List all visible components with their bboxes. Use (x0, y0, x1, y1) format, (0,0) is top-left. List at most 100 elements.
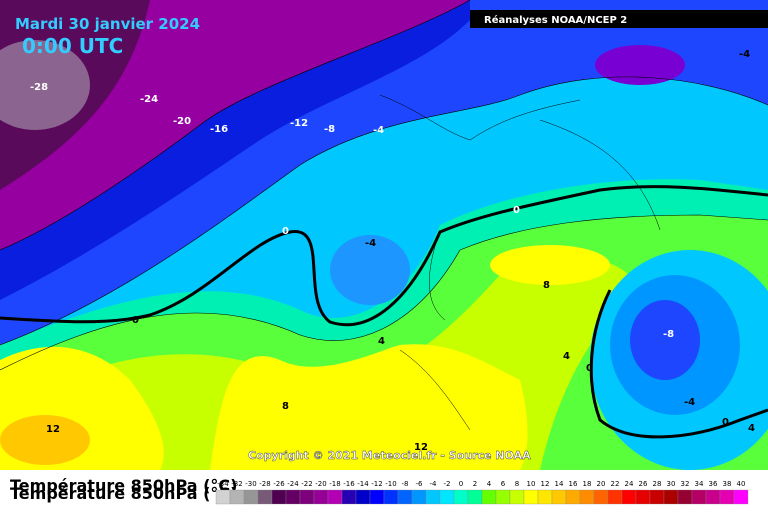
scale-label: 30 (667, 480, 676, 488)
copyright: Copyright © 2021 Meteociel.fr - Source N… (248, 449, 531, 462)
extreme-cold-core (0, 40, 90, 130)
scale-cell (229, 489, 245, 505)
scale-label: 38 (723, 480, 732, 488)
scale-label: 36 (709, 480, 718, 488)
scale-label: -24 (287, 480, 299, 488)
contour-label: -28 (30, 82, 48, 93)
contour-label: -20 (173, 116, 191, 127)
scale-label: 0 (459, 480, 463, 488)
scale-cell (481, 489, 497, 505)
isotherm (0, 214, 768, 371)
scale-label: -12 (371, 480, 382, 488)
scale-label: 10 (527, 480, 536, 488)
contour-label: 0 (132, 315, 139, 326)
scale-cell (565, 489, 581, 505)
scale-cell (579, 489, 595, 505)
scale-label: 28 (653, 480, 662, 488)
scale-label: -18 (329, 480, 340, 488)
scale-cell (369, 489, 385, 505)
contour-label: 4 (378, 336, 385, 347)
contour-label: 8 (282, 401, 289, 412)
scale-cell (243, 489, 259, 505)
scale-cell (271, 489, 287, 505)
scale-label: -22 (301, 480, 312, 488)
contour-label: 0 (586, 363, 593, 374)
scale-label: 2 (473, 480, 477, 488)
scale-label: 34 (695, 480, 704, 488)
isotherm (0, 0, 471, 251)
scale-cell (509, 489, 525, 505)
warm-core (0, 415, 90, 465)
contour-label: -8 (324, 124, 335, 135)
scale-cell (677, 489, 693, 505)
scale-cell (439, 489, 455, 505)
warmer-region (210, 344, 528, 470)
scale-label: -26 (273, 480, 285, 488)
scale-label: 12 (541, 480, 550, 488)
scale-cell (607, 489, 623, 505)
scale-label: -34 (217, 480, 229, 488)
scale-label: 22 (611, 480, 620, 488)
scale-cell (453, 489, 469, 505)
scale-cell (551, 489, 567, 505)
contour-label: -12 (290, 118, 308, 129)
scale-cell (355, 489, 371, 505)
scale-cell (733, 489, 749, 505)
scale-label: -20 (315, 480, 326, 488)
contour-label: 8 (543, 280, 550, 291)
scale-label: -10 (385, 480, 396, 488)
zero-isotherm-east (589, 289, 768, 439)
contour-label: -8 (663, 329, 674, 340)
scale-cell (467, 489, 483, 505)
scale-cell (663, 489, 679, 505)
contour-label: 4 (748, 423, 755, 434)
scale-cell (285, 489, 301, 505)
contour-label: -4 (365, 238, 376, 249)
contour-label: 0 (513, 205, 520, 216)
scale-cell (397, 489, 413, 505)
scale-cell (383, 489, 399, 505)
scale-cell (411, 489, 427, 505)
scale-label: 16 (569, 480, 578, 488)
contour-label: -16 (210, 124, 228, 135)
scale-label: -6 (416, 480, 424, 488)
scale-label: -14 (357, 480, 369, 488)
warm-patch (490, 245, 610, 285)
scale-label: -8 (402, 480, 409, 488)
contour-label: 12 (46, 424, 60, 435)
scale-cell (691, 489, 707, 505)
scale-label: -16 (343, 480, 355, 488)
coastline (379, 94, 661, 431)
source: Réanalyses NOAA/NCEP 2 (484, 14, 627, 26)
contour-label: -4 (684, 397, 695, 408)
title: Mardi 30 janvier 2024 (15, 15, 200, 33)
scale-label: 20 (597, 480, 606, 488)
scale-label: -28 (259, 480, 270, 488)
scale-label: 40 (737, 480, 746, 488)
scale-cell (327, 489, 343, 505)
contour-label: -24 (140, 94, 158, 105)
scale-label: 18 (583, 480, 592, 488)
scale-label: 8 (515, 480, 519, 488)
east-cold-core (630, 300, 700, 380)
scale-cell (635, 489, 651, 505)
contour-label: 0 (282, 226, 289, 237)
legend-title: Température 850hPa (°C) (10, 476, 237, 495)
scale-cell (299, 489, 315, 505)
scale-label: -2 (444, 480, 451, 488)
scale-cell (523, 489, 539, 505)
scale-cell (341, 489, 357, 505)
scale-cell (495, 489, 511, 505)
scale-label: 26 (639, 480, 648, 488)
contour-label: -4 (373, 125, 384, 136)
scale-cell (425, 489, 441, 505)
scale-label: 14 (555, 480, 564, 488)
scale-label: 4 (487, 480, 492, 488)
contour-label: 12 (414, 442, 428, 453)
scale-cell (593, 489, 609, 505)
scale-label: -4 (430, 480, 438, 488)
low-core (330, 235, 410, 305)
scale-cell (537, 489, 553, 505)
isotherm (0, 76, 768, 346)
